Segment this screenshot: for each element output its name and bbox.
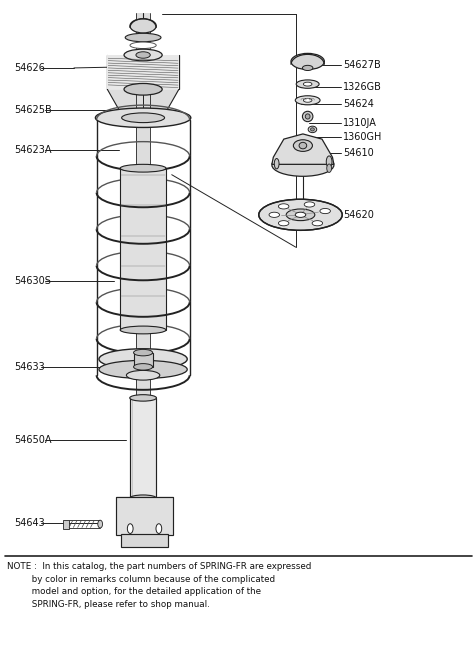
Text: 54643: 54643	[14, 518, 45, 528]
Ellipse shape	[127, 524, 133, 533]
Ellipse shape	[125, 34, 160, 42]
Text: 1326GB: 1326GB	[343, 82, 381, 93]
Ellipse shape	[129, 42, 156, 49]
Ellipse shape	[124, 49, 162, 61]
Ellipse shape	[286, 209, 314, 221]
Ellipse shape	[274, 159, 278, 169]
Polygon shape	[107, 55, 178, 89]
Polygon shape	[120, 168, 166, 330]
Ellipse shape	[295, 96, 319, 105]
Ellipse shape	[319, 208, 330, 214]
Polygon shape	[63, 520, 69, 529]
Ellipse shape	[302, 111, 312, 122]
Ellipse shape	[126, 370, 159, 380]
Text: 54620: 54620	[343, 210, 374, 220]
Ellipse shape	[99, 349, 187, 369]
Text: 54625B: 54625B	[14, 105, 52, 115]
Text: 54626: 54626	[14, 63, 45, 73]
Ellipse shape	[120, 326, 166, 334]
Text: model and option, for the detailed application of the: model and option, for the detailed appli…	[7, 587, 260, 597]
Ellipse shape	[129, 19, 156, 33]
Ellipse shape	[310, 128, 314, 131]
Ellipse shape	[120, 164, 166, 172]
Ellipse shape	[129, 395, 156, 401]
Ellipse shape	[258, 199, 342, 230]
Text: 54630S: 54630S	[14, 276, 51, 287]
Ellipse shape	[303, 98, 311, 102]
Ellipse shape	[268, 212, 279, 217]
Ellipse shape	[133, 364, 152, 370]
Ellipse shape	[98, 520, 102, 528]
Text: 54610: 54610	[343, 148, 373, 159]
Ellipse shape	[136, 52, 150, 58]
Ellipse shape	[156, 524, 161, 533]
Ellipse shape	[129, 495, 156, 501]
Ellipse shape	[296, 80, 318, 89]
Ellipse shape	[307, 126, 316, 133]
Ellipse shape	[124, 83, 162, 95]
Ellipse shape	[133, 349, 152, 356]
Ellipse shape	[293, 140, 312, 151]
Ellipse shape	[326, 164, 331, 173]
Ellipse shape	[298, 142, 306, 149]
Polygon shape	[271, 134, 333, 164]
Text: 54623A: 54623A	[14, 145, 52, 155]
Text: 54627B: 54627B	[343, 60, 380, 70]
Text: NOTE :  In this catalog, the part numbers of SPRING-FR are expressed: NOTE : In this catalog, the part numbers…	[7, 562, 311, 571]
Ellipse shape	[278, 204, 288, 209]
Text: by color in remarks column because of the complicated: by color in remarks column because of th…	[7, 575, 275, 584]
Ellipse shape	[121, 113, 164, 123]
Polygon shape	[120, 534, 168, 547]
Ellipse shape	[304, 202, 314, 207]
Ellipse shape	[326, 156, 331, 168]
Polygon shape	[129, 398, 156, 498]
Ellipse shape	[99, 360, 187, 378]
Ellipse shape	[305, 114, 309, 119]
Text: SPRING-FR, please refer to shop manual.: SPRING-FR, please refer to shop manual.	[7, 600, 209, 609]
Ellipse shape	[95, 108, 190, 127]
Ellipse shape	[295, 212, 305, 217]
Polygon shape	[136, 13, 149, 498]
Ellipse shape	[278, 221, 288, 226]
Polygon shape	[133, 353, 152, 367]
Text: 1360GH: 1360GH	[343, 132, 382, 142]
Text: 54650A: 54650A	[14, 435, 52, 445]
Ellipse shape	[311, 221, 322, 226]
Text: 54633: 54633	[14, 362, 45, 372]
Ellipse shape	[290, 54, 324, 70]
Polygon shape	[116, 497, 173, 535]
Ellipse shape	[302, 65, 312, 71]
Text: 1310JA: 1310JA	[343, 118, 377, 128]
Ellipse shape	[271, 153, 333, 177]
Polygon shape	[107, 89, 178, 112]
Ellipse shape	[303, 82, 311, 86]
Text: 54624: 54624	[343, 98, 374, 109]
